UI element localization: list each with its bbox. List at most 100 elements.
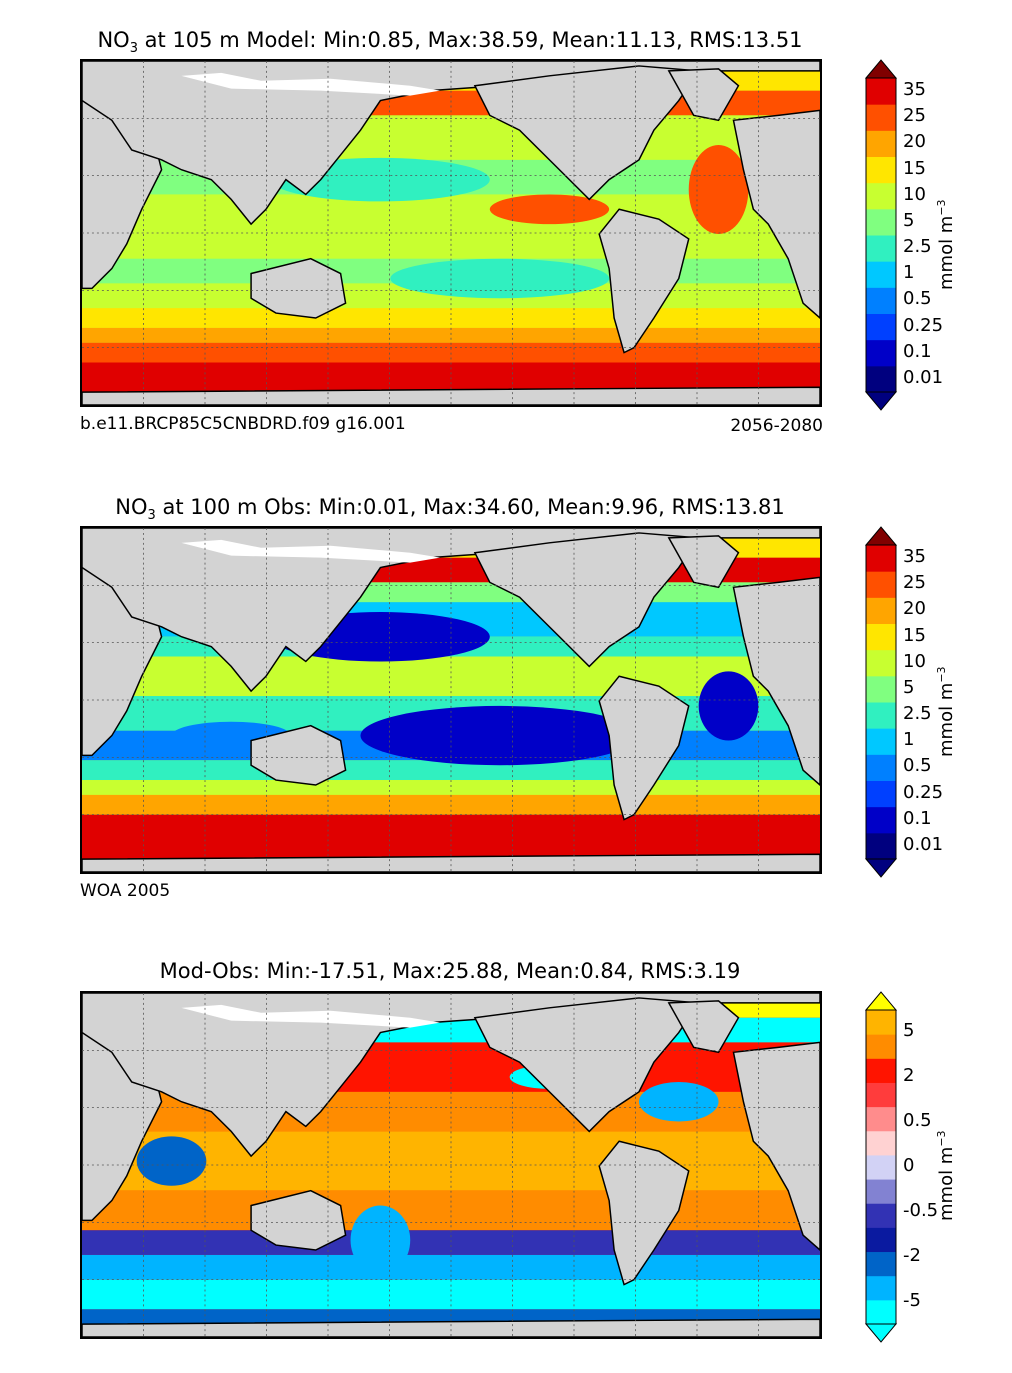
colorbar-tick-label: 25 [903, 105, 926, 127]
colorbar-swatch [866, 832, 896, 860]
contour-blob [489, 194, 610, 225]
land-mass [250, 724, 347, 786]
colorbar-frame [865, 1009, 897, 1325]
colorbar-swatch [866, 287, 896, 314]
colorbar-tick-label: 0.5 [903, 1110, 932, 1132]
colorbar-swatch [866, 545, 896, 572]
colorbar-swatch [866, 1154, 896, 1180]
contour-blob [688, 145, 749, 234]
contour-band [82, 780, 820, 795]
colorbar-tick-label: 0.5 [903, 755, 932, 777]
contour-blob [390, 258, 610, 299]
colorbar-tick-label: 0.1 [903, 807, 932, 829]
colorbar-tick-label: 5 [903, 676, 915, 698]
colorbar-tick-label: 35 [903, 546, 926, 568]
colorbar-extend-max [864, 991, 898, 1011]
colorbar-swatch [866, 1082, 896, 1108]
colorbar-swatch [866, 235, 896, 262]
colorbar-swatch [866, 78, 896, 105]
contour-blob [638, 1081, 719, 1122]
contour-band [82, 327, 820, 343]
land-mass [667, 1000, 740, 1054]
colorbar-tick-label: 0.01 [903, 833, 944, 855]
colorbar-frame [865, 77, 897, 393]
colorbar [864, 526, 898, 878]
colorbar-swatch [866, 1275, 896, 1301]
colorbar-swatch [866, 1251, 896, 1277]
land-mass [732, 109, 820, 320]
colorbar-swatch [866, 1299, 896, 1325]
contour-blob [136, 1136, 207, 1186]
map-plot [80, 59, 822, 407]
panel-difference: Mod-Obs: Min:-17.51, Max:25.88, Mean:0.8… [0, 931, 1012, 1371]
colorbar-tick-label: 0.1 [903, 340, 932, 362]
colorbar-swatch [866, 806, 896, 834]
colorbar-tick-label: 2.5 [903, 703, 932, 725]
map-plot [80, 991, 822, 1339]
colorbar-swatch [866, 104, 896, 131]
contour-blob [698, 671, 759, 741]
colorbar-tick-label: 2 [903, 1065, 915, 1087]
land-mass [667, 68, 740, 122]
footer-case-name: b.e11.BRCP85C5CNBDRD.f09 g16.001 [80, 414, 406, 434]
panel-obs: NO3 at 100 m Obs: Min:0.01, Max:34.60, M… [0, 467, 1012, 907]
no-data-region [181, 1004, 441, 1028]
land-mass [732, 576, 820, 787]
contour-blob [360, 705, 639, 766]
colorbar-swatch [866, 1203, 896, 1228]
panel-title: NO3 at 105 m Model: Min:0.85, Max:38.59,… [97, 28, 803, 57]
colorbar-swatch [866, 1227, 896, 1253]
colorbar-swatch [866, 1106, 896, 1132]
contour-blob [350, 1205, 411, 1275]
colorbar-tick-label: 10 [903, 650, 926, 672]
colorbar-tick-label: 25 [903, 572, 926, 594]
colorbar-swatch [866, 649, 896, 677]
colorbar-tick-label: -2 [903, 1244, 921, 1266]
colorbar-tick-label: 15 [903, 157, 926, 179]
colorbar-extend-min [864, 391, 898, 411]
colorbar-swatch [866, 728, 896, 755]
colorbar-swatch [866, 780, 896, 808]
colorbar-tick-label: 0 [903, 1155, 915, 1176]
colorbar-swatch [866, 675, 896, 703]
land-mass [732, 1041, 820, 1252]
footer-dataset: WOA 2005 [80, 881, 171, 901]
colorbar-tick-label: 2.5 [903, 236, 932, 258]
colorbar-tick-label: 20 [903, 131, 926, 153]
colorbar-tick-label: 0.5 [903, 288, 932, 310]
colorbar-extend-min [864, 858, 898, 878]
panel-model: NO3 at 105 m Model: Min:0.85, Max:38.59,… [0, 0, 1012, 440]
colorbar [864, 991, 898, 1343]
colorbar-unit-label: mmol m−3 [935, 199, 957, 290]
colorbar-tick-label: 20 [903, 598, 926, 620]
map-plot [80, 526, 822, 874]
panel-title: Mod-Obs: Min:-17.51, Max:25.88, Mean:0.8… [159, 959, 741, 983]
colorbar-extend-max [864, 59, 898, 79]
colorbar-swatch [866, 182, 896, 210]
land-mass [250, 1189, 347, 1251]
colorbar-swatch [866, 1058, 896, 1083]
colorbar-tick-label: 35 [903, 79, 926, 101]
colorbar-swatch [866, 571, 896, 598]
colorbar [864, 59, 898, 411]
colorbar-tick-label: 0.25 [903, 781, 944, 803]
colorbar-unit-label: mmol m−3 [935, 666, 957, 757]
land-mass [250, 257, 347, 319]
colorbar-tick-label: -5 [903, 1289, 921, 1311]
land-mass [473, 65, 700, 201]
colorbar-swatch [866, 208, 896, 236]
colorbar-swatch [866, 339, 896, 367]
colorbar-swatch [866, 365, 896, 393]
colorbar-swatch [866, 1130, 896, 1156]
land-mass [473, 997, 700, 1133]
colorbar-extend-max [864, 526, 898, 546]
colorbar-swatch [866, 702, 896, 729]
footer-years: 2056-2080 [730, 416, 823, 436]
colorbar-tick-label: 1 [903, 262, 915, 284]
colorbar-swatch [866, 1179, 896, 1204]
contour-band [82, 1279, 820, 1310]
land-mass [667, 535, 740, 589]
colorbar-swatch [866, 261, 896, 288]
colorbar-swatch [866, 1034, 896, 1059]
no-data-region [181, 539, 441, 563]
